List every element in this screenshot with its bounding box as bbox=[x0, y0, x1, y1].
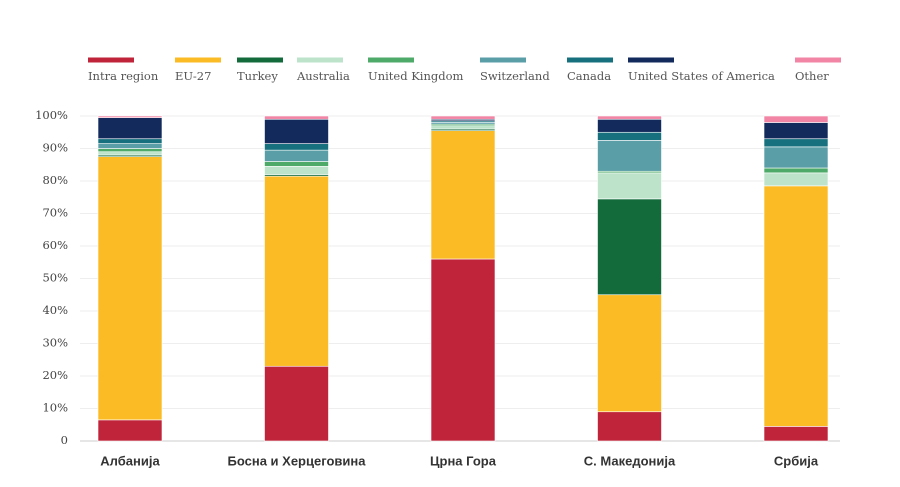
bar-segment bbox=[430, 115, 496, 120]
bar-segment bbox=[430, 125, 496, 130]
bar-segment bbox=[597, 198, 662, 296]
bar-segment bbox=[97, 115, 163, 118]
bar-segment bbox=[597, 115, 662, 120]
bar-segment bbox=[97, 419, 163, 442]
bar-segment bbox=[763, 172, 829, 187]
y-tick-label: 30% bbox=[42, 336, 68, 350]
legend-label: Australia bbox=[296, 69, 350, 83]
bar-segment bbox=[597, 411, 662, 442]
bar-segment bbox=[763, 185, 829, 427]
legend-label: United States of America bbox=[628, 69, 775, 83]
legend-label: EU-27 bbox=[175, 69, 211, 83]
bar-segment bbox=[97, 151, 163, 156]
bar-segment bbox=[430, 130, 496, 260]
x-tick-label: С. Македонија bbox=[584, 453, 676, 468]
bar-segment bbox=[264, 143, 329, 151]
legend-label: Other bbox=[795, 69, 829, 83]
y-tick-label: 10% bbox=[42, 401, 68, 415]
legend-label: Intra region bbox=[88, 69, 159, 83]
legend-label: Turkey bbox=[237, 69, 278, 83]
bar-segment bbox=[97, 138, 163, 144]
y-tick-label: 60% bbox=[42, 238, 68, 252]
y-tick-label: 100% bbox=[35, 108, 68, 122]
bar-segment bbox=[763, 146, 829, 169]
bar-segment bbox=[763, 115, 829, 123]
y-tick-label: 20% bbox=[42, 368, 68, 382]
bar-segment bbox=[597, 172, 662, 200]
y-tick-label: 70% bbox=[42, 206, 68, 220]
y-tick-label: 80% bbox=[42, 173, 68, 187]
y-tick-label: 50% bbox=[42, 271, 68, 285]
bar-segment bbox=[264, 115, 329, 120]
bar-segment bbox=[264, 166, 329, 175]
bar-segment bbox=[763, 122, 829, 140]
bar-segment bbox=[763, 426, 829, 442]
bar-segment bbox=[430, 258, 496, 442]
legend-label: United Kingdom bbox=[368, 69, 464, 83]
bar-segment bbox=[97, 148, 163, 153]
x-tick-label: Албанија bbox=[100, 453, 160, 468]
bar-segment bbox=[597, 131, 662, 141]
bar-segment bbox=[264, 175, 329, 367]
x-tick-label: Србија bbox=[774, 453, 819, 468]
bar-segment bbox=[264, 118, 329, 144]
bar-segment bbox=[763, 138, 829, 148]
y-tick-label: 0 bbox=[61, 433, 68, 447]
legend-label: Switzerland bbox=[480, 69, 550, 83]
bar-segment bbox=[264, 161, 329, 167]
x-tick-label: Црна Гора bbox=[430, 453, 497, 468]
bar-segment bbox=[264, 365, 329, 442]
bar-segment bbox=[97, 117, 163, 140]
bar-segment bbox=[597, 118, 662, 133]
bar-segment bbox=[597, 294, 662, 413]
bar-segment bbox=[97, 143, 163, 149]
y-tick-label: 90% bbox=[42, 141, 68, 155]
x-tick-label: Босна и Херцеговина bbox=[228, 453, 367, 468]
y-tick-label: 40% bbox=[42, 303, 68, 317]
bar-segment bbox=[597, 140, 662, 172]
bar-segment bbox=[264, 149, 329, 162]
bar-segment bbox=[763, 167, 829, 174]
legend-label: Canada bbox=[567, 69, 611, 83]
bar-segment bbox=[97, 156, 163, 421]
